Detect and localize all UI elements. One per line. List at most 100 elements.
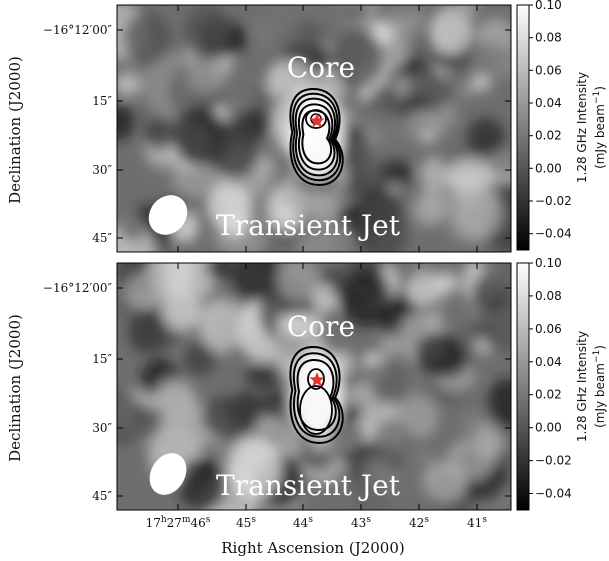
- noise-blob: [309, 218, 353, 252]
- colorbar-unit: (mJy beam−1): [592, 345, 607, 428]
- noise-blob: [385, 5, 411, 23]
- noise-blob: [275, 423, 304, 458]
- colorbar-tick-label: 0.10: [535, 0, 562, 12]
- noise-blob: [222, 215, 247, 239]
- panel-bottom: Core Transient Jet −16°12′00″ 15″ 30″ 45″ 1…: [43, 256, 607, 530]
- noise-blob: [181, 340, 217, 376]
- panel-top: Core Transient Jet −16°12′00″ 15″ 30″ 45″ 0…: [43, 0, 607, 253]
- colorbar-gradient: [516, 262, 530, 511]
- x-tick-label: 45s: [236, 515, 256, 530]
- colorbar-tick-label: 0.06: [535, 322, 562, 336]
- colorbar-tick-label: 0.10: [535, 256, 562, 270]
- noise-blob: [374, 419, 412, 458]
- noise-blob: [337, 5, 368, 23]
- noise-blob: [131, 405, 164, 433]
- contour-level: [299, 385, 333, 435]
- noise-blob: [183, 5, 232, 62]
- y-tick-label: 45″: [92, 489, 112, 503]
- contour-level: [301, 109, 333, 165]
- noise-blob: [345, 381, 375, 409]
- noise-blob: [344, 159, 390, 201]
- x-axis-title: Right Ascension (J2000): [221, 539, 404, 557]
- noise-blob: [117, 72, 142, 96]
- noise-blob: [199, 299, 244, 353]
- noise-blob: [486, 378, 511, 428]
- colorbar-tick-label: 0.08: [535, 289, 562, 303]
- colorbar: 0.10 0.08 0.06 0.04 0.02 0.00 −0.02 −0.04 1.28 G…: [516, 256, 607, 511]
- noise-blob: [405, 273, 442, 307]
- y-axis: −16°12′00″ 15″ 30″ 45″: [43, 23, 511, 245]
- y-axis-title: Declination (J2000): [6, 56, 24, 204]
- noise-blob: [456, 63, 475, 80]
- noise-blob: [276, 263, 320, 304]
- y-tick-label: 30″: [92, 421, 112, 435]
- colorbar-tick-label: −0.04: [535, 227, 572, 241]
- noise-blob: [414, 332, 466, 377]
- colorbar-tick-label: 0.02: [535, 388, 562, 402]
- colorbar-tick-label: 0.00: [535, 421, 562, 435]
- colorbar-title: 1.28 GHz Intensity: [575, 331, 589, 442]
- colorbar: 0.10 0.08 0.06 0.04 0.02 0.00 −0.02 −0.04 1.28 G…: [516, 0, 607, 251]
- noise-blob: [409, 70, 440, 98]
- noise-blob: [185, 54, 227, 94]
- contour-level: [292, 92, 342, 182]
- intensity-map: [117, 5, 511, 252]
- noise-blob: [201, 396, 256, 439]
- x-tick-label: 44s: [293, 515, 313, 530]
- contour-level: [294, 97, 339, 177]
- noise-blob: [340, 267, 391, 328]
- noise-blob: [363, 126, 381, 148]
- y-tick-label: 15″: [92, 352, 112, 366]
- noise-blob: [205, 263, 235, 281]
- plot-frame: [116, 4, 512, 253]
- x-axis-ticks: [177, 5, 478, 252]
- noise-blob: [144, 119, 177, 150]
- y-tick-label: −16°12′00″: [43, 281, 113, 295]
- contour-core: [307, 368, 325, 390]
- noise-blob: [391, 73, 413, 99]
- colorbar-tick-label: −0.04: [535, 487, 572, 501]
- colorbar-tick-label: 0.08: [535, 31, 562, 45]
- noise-blob: [419, 131, 437, 143]
- noise-blob: [450, 390, 495, 426]
- y-tick-label: −16°12′00″: [43, 23, 113, 37]
- y-axis: −16°12′00″ 15″ 30″ 45″: [43, 281, 511, 503]
- colorbar-tick-label: 0.04: [535, 355, 562, 369]
- noise-blob: [447, 437, 495, 481]
- core-label: Core: [287, 51, 355, 84]
- y-tick-label: 15″: [92, 94, 112, 108]
- noise-blob: [229, 436, 282, 499]
- noise-blob: [287, 311, 319, 338]
- noise-blob: [468, 41, 510, 76]
- plot-frame: [116, 262, 512, 511]
- noise-blob: [121, 224, 140, 239]
- noise-blob: [332, 27, 384, 91]
- x-axis: 17h27m46s 45s 44s 43s 42s 41s: [146, 263, 487, 530]
- beam-ellipse: [148, 195, 188, 235]
- x-tick-label: 17h27m46s: [146, 515, 211, 530]
- noise-blob: [449, 5, 478, 19]
- noise-blob: [223, 87, 257, 112]
- noise-blob: [361, 457, 394, 491]
- y-tick-label: 45″: [92, 231, 112, 245]
- noise-blob: [430, 7, 473, 56]
- colorbar-title: 1.28 GHz Intensity: [575, 72, 589, 183]
- colorbar-gradient: [516, 4, 530, 251]
- contour-core: [305, 109, 327, 129]
- contours: [289, 345, 344, 445]
- noise-blob: [458, 82, 475, 98]
- x-tick-label: 43s: [351, 515, 371, 530]
- noise-blob: [310, 283, 340, 313]
- noise-blob: [264, 9, 302, 44]
- y-tick-label: 30″: [92, 163, 112, 177]
- noise-blob: [123, 11, 172, 66]
- beam-ellipse: [149, 453, 187, 495]
- contours: [289, 87, 344, 187]
- colorbar-tick-label: −0.02: [535, 194, 572, 208]
- noise-blob: [245, 363, 282, 390]
- noise-blob: [117, 263, 131, 278]
- x-tick-label: 41s: [467, 515, 487, 530]
- noise-blob: [380, 333, 403, 356]
- noise-blob: [356, 199, 410, 252]
